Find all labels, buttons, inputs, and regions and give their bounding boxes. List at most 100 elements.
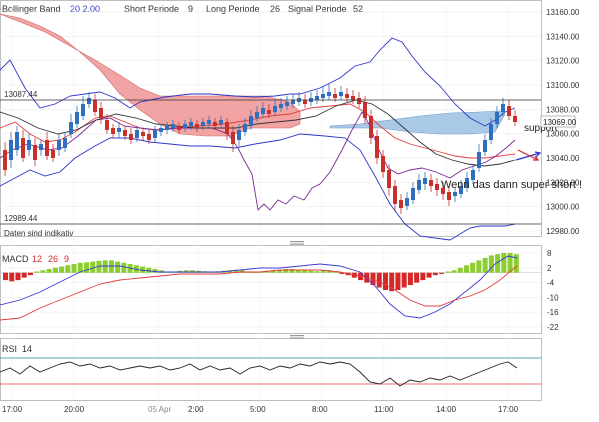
candle-bullish (453, 192, 457, 196)
macd-tick-label: -16 (547, 308, 559, 317)
prediction-arrows[interactable] (515, 151, 542, 161)
candle-bearish (387, 170, 391, 188)
macd-histogram-bar (326, 270, 332, 273)
candle-bullish (411, 188, 415, 200)
candlesticks (3, 84, 517, 214)
time-tick-label: 05 Apr (148, 405, 171, 414)
short-period-value: 9 (188, 4, 193, 14)
arrow-down-head (533, 155, 540, 161)
arrow-down-scenario[interactable] (517, 149, 539, 161)
splitter-handle-rsi[interactable] (290, 335, 304, 337)
macd-histogram-bar (115, 261, 121, 273)
macd-histogram-bar (3, 272, 9, 281)
candle-bearish (33, 145, 37, 160)
macd-histogram-bar (463, 265, 469, 273)
time-tick-label: 20:00 (64, 405, 85, 414)
macd-histogram-bar (513, 254, 519, 273)
macd-histogram-bar (140, 266, 146, 273)
time-tick-label: 14:00 (436, 405, 457, 414)
time-tick-label: 17:00 (498, 405, 519, 414)
candle-bullish (39, 144, 43, 150)
macd-histogram-bar (314, 271, 320, 273)
macd-histogram-bar (71, 264, 77, 273)
candle-bearish (435, 184, 439, 190)
candle-bearish (111, 128, 115, 134)
time-tick-label: 5:00 (250, 405, 266, 414)
macd-histogram-bar (289, 269, 295, 273)
rsi-title: RSI (2, 344, 17, 354)
macd-histogram-bar (295, 269, 301, 273)
macd-histogram-bar (34, 271, 40, 273)
price-tick-label: 13120.00 (546, 57, 580, 66)
price-tick-label: 13100.00 (546, 81, 580, 90)
signal-period-label: Signal Periode (288, 4, 347, 14)
arrow-up-head (534, 151, 542, 158)
prediction-arrows-red[interactable] (517, 149, 540, 161)
price-tick-label: 13040.00 (546, 154, 580, 163)
candle-bearish (51, 150, 55, 158)
candle-bullish (489, 124, 493, 140)
candle-bullish (339, 92, 343, 96)
candle-bullish (207, 120, 211, 124)
price-tick-label: 13140.00 (546, 32, 580, 41)
macd-histogram-bar (59, 266, 65, 273)
arrow-up-scenario[interactable] (515, 152, 541, 161)
macd-histogram-bar (52, 267, 58, 273)
macd-histogram-bar (445, 271, 451, 273)
data-disclaimer: Daten sind indikativ (4, 229, 73, 238)
long-period-average (0, 99, 516, 167)
macd-histogram-bar (121, 262, 127, 273)
panel-splitters[interactable] (290, 241, 304, 339)
macd-histogram-bar (46, 269, 52, 273)
candle-bullish (327, 92, 331, 96)
candle-bearish (369, 116, 373, 138)
candle-bearish (363, 102, 367, 118)
macd-param-slow: 26 (48, 254, 58, 264)
rsi-period: 14 (22, 344, 32, 354)
support-level-label: 12989.44 (4, 214, 38, 223)
bollinger-upper-band (0, 37, 516, 127)
candle-bullish (291, 100, 295, 104)
splitter-handle-rsi-line2 (290, 337, 304, 339)
macd-histogram-bar (426, 272, 432, 278)
macd-histogram-bar (401, 272, 407, 288)
current-price-value: 13069.00 (543, 118, 577, 127)
price-tick-label: 13000.00 (546, 203, 580, 212)
short-period-average (0, 111, 516, 211)
rsi-line (0, 361, 518, 387)
short-period-label: Short Periode (124, 4, 179, 14)
time-tick-label: 8:00 (312, 405, 328, 414)
candle-bullish (279, 104, 283, 108)
macd-histogram-bar (77, 262, 83, 273)
macd-histogram-bar (283, 269, 289, 273)
candle-bullish (315, 96, 319, 100)
splitter-handle-macd[interactable] (290, 241, 304, 243)
candle-bullish (9, 140, 13, 160)
candle-bullish (201, 122, 205, 126)
macd-histogram-bar (395, 272, 401, 290)
time-tick-label: 11:00 (374, 405, 394, 414)
candle-bullish (483, 140, 487, 152)
macd-histogram-bar (27, 272, 33, 276)
candle-bearish (345, 94, 349, 98)
candle-bullish (15, 132, 19, 150)
candle-bullish (261, 108, 265, 114)
macd-histogram-bar (451, 270, 457, 273)
candle-bearish (123, 130, 127, 136)
macd-tick-label: -4 (547, 279, 555, 288)
candle-bearish (141, 132, 145, 136)
candle-bullish (273, 106, 277, 112)
candle-bearish (93, 100, 97, 112)
macd-tick-label: -10 (547, 293, 559, 302)
price-tick-label: 12980.00 (546, 227, 580, 236)
candle-bearish (441, 188, 445, 194)
macd-signal-line (0, 265, 518, 321)
candle-bearish (357, 98, 361, 104)
macd-histogram-bar (382, 272, 388, 290)
candle-bearish (177, 126, 181, 130)
macd-histogram-bar (40, 270, 46, 273)
macd-histogram-bar (439, 272, 445, 274)
macd-grid (0, 252, 541, 328)
candle-bullish (183, 124, 187, 128)
candle-bullish (153, 130, 157, 138)
